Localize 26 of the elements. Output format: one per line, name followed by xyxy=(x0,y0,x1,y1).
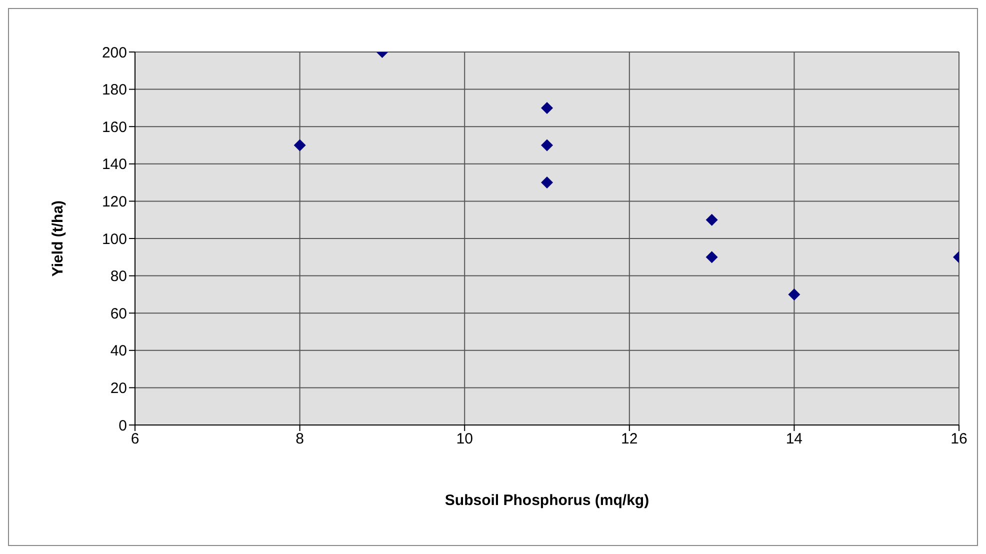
y-tick-label: 60 xyxy=(110,305,127,322)
y-tick-label: 180 xyxy=(102,82,127,99)
y-tick-label: 20 xyxy=(110,380,127,398)
point xyxy=(294,139,306,152)
y-tick-label: 140 xyxy=(102,156,127,174)
point xyxy=(541,139,553,152)
y-tick-label: 160 xyxy=(102,118,127,136)
y-tick-label: 40 xyxy=(110,342,127,360)
x-axis-title: Subsoil Phosphorus (mq/kg) xyxy=(444,492,650,509)
y-tick-label: 100 xyxy=(102,230,127,248)
point xyxy=(706,214,718,226)
y-tick-label: 120 xyxy=(102,194,127,211)
x-tick-label: 14 xyxy=(786,430,803,448)
x-tick-label: 6 xyxy=(130,430,140,448)
y-tick-label: 200 xyxy=(102,44,127,62)
point xyxy=(788,288,800,300)
point xyxy=(541,102,553,114)
x-tick-label: 8 xyxy=(296,430,304,448)
x-tick-label: 16 xyxy=(950,430,968,448)
y-axis-title: Yield (t/ha) xyxy=(49,200,66,277)
point xyxy=(541,176,553,189)
y-tick-label: 0 xyxy=(118,417,127,434)
y-tick-label: 80 xyxy=(110,268,127,286)
x-tick-label: 12 xyxy=(621,430,638,448)
point xyxy=(706,251,718,264)
x-tick-label: 10 xyxy=(456,430,473,448)
